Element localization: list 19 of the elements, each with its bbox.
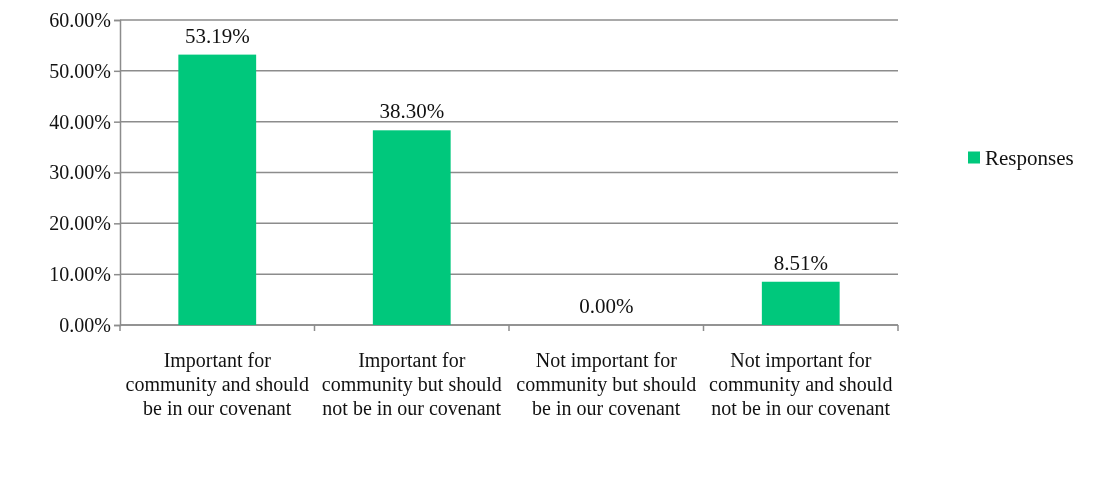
x-tick-label: Important for community but should not be in our covenant bbox=[321, 349, 502, 419]
y-tick-label: 40.00% bbox=[49, 110, 111, 133]
x-tick-label: Important for community and should be in our covenant bbox=[125, 349, 309, 419]
y-tick-label: 30.00% bbox=[49, 161, 111, 184]
data-label: 38.30% bbox=[379, 99, 445, 124]
data-label: 0.00% bbox=[579, 294, 634, 318]
data-label: 8.51% bbox=[773, 250, 828, 275]
x-tick-label: Not important for community but should be in our covenant bbox=[516, 349, 697, 419]
legend-label: Responses bbox=[985, 145, 1074, 170]
bar bbox=[178, 54, 257, 325]
bar bbox=[761, 281, 840, 325]
y-tick-label: 0.00% bbox=[59, 313, 111, 336]
bar bbox=[372, 130, 451, 325]
y-tick-label: 20.00% bbox=[49, 212, 111, 235]
x-tick-label: Not important for community and should not be in our covenant bbox=[709, 349, 893, 419]
data-label: 53.19% bbox=[184, 23, 250, 48]
y-tick-label: 60.00% bbox=[49, 8, 111, 31]
y-tick-label: 10.00% bbox=[49, 263, 111, 286]
y-tick-label: 50.00% bbox=[49, 59, 111, 82]
